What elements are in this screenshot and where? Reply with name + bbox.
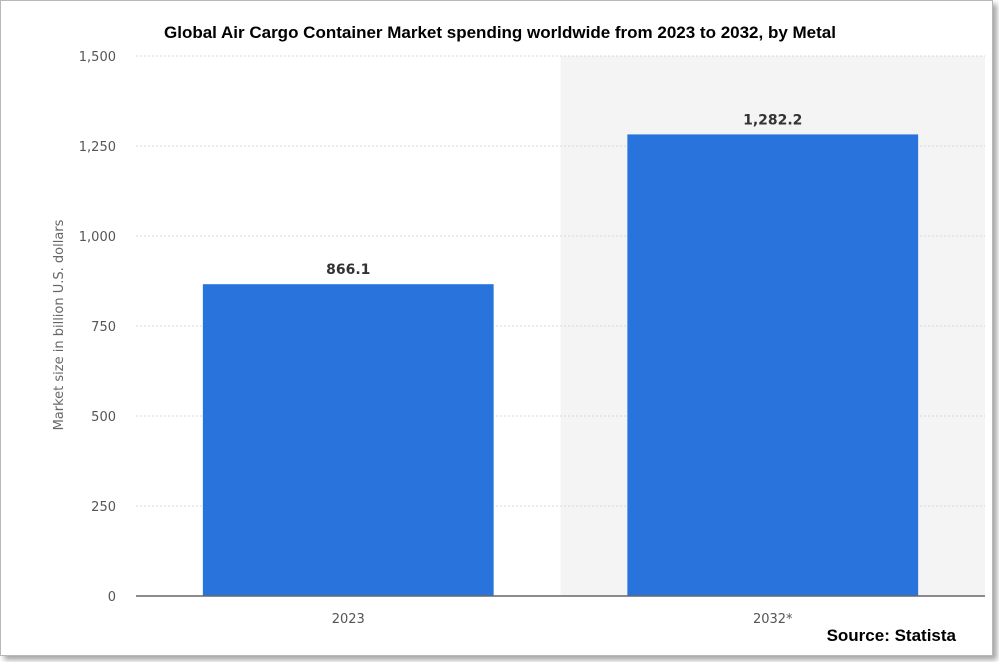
chart-title: Global Air Cargo Container Market spendi…: [164, 23, 836, 42]
y-tick-label: 750: [91, 320, 116, 335]
y-tick-label: 500: [91, 410, 116, 425]
y-axis-label: Market size in billion U.S. dollars: [52, 219, 67, 430]
bars: [202, 134, 919, 596]
y-tick-label: 250: [91, 500, 116, 515]
y-tick-label: 1,500: [79, 50, 116, 65]
y-tick-label: 1,000: [79, 230, 116, 245]
bar: [627, 134, 919, 596]
y-tick-label: 1,250: [79, 140, 116, 155]
x-tick-labels: 2023 2032*: [332, 612, 793, 627]
x-tick-label: 2032*: [753, 612, 793, 627]
data-labels: 866.1 1,282.2: [326, 112, 802, 278]
source-note: Source: Statista: [827, 626, 957, 645]
bar: [202, 284, 494, 596]
data-label: 1,282.2: [743, 112, 802, 128]
y-tick-labels: 0 250 500 750 1,000 1,250 1,500: [79, 50, 116, 605]
x-tick-label: 2023: [332, 612, 365, 627]
data-label: 866.1: [326, 262, 370, 278]
y-tick-label: 0: [108, 590, 116, 605]
